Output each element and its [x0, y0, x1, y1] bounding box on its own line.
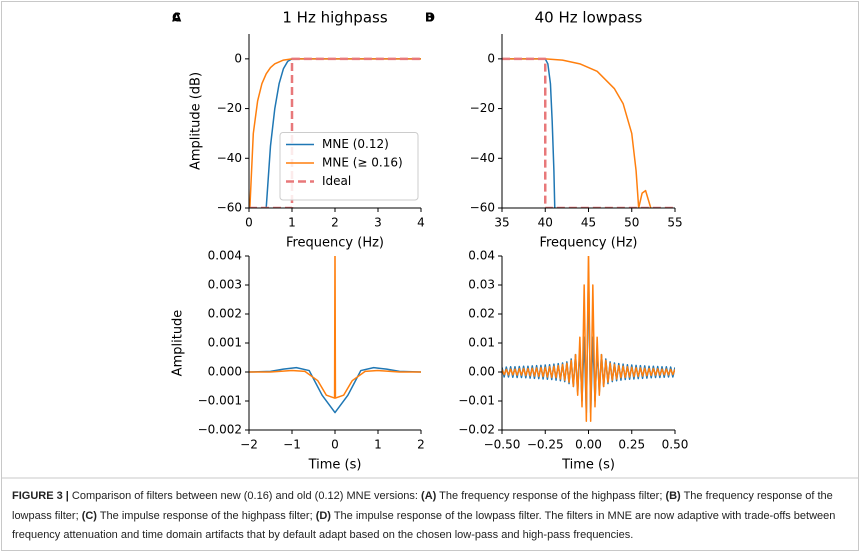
y-tick-label: −20 — [470, 101, 495, 115]
y-tick-label: 0.004 — [208, 249, 242, 263]
y-tick-label: 0.02 — [468, 307, 495, 321]
y-tick-label: 0.001 — [208, 336, 242, 350]
caption-bold: (A) — [421, 490, 437, 502]
x-tick-label: 35 — [494, 216, 509, 230]
caption-bold: FIGURE 3 | — [12, 490, 69, 502]
y-tick-label: −0.01 — [458, 394, 495, 408]
y-tick-label: −60 — [217, 201, 242, 215]
caption-bold: (D) — [315, 509, 331, 522]
x-tick-label: 1 — [374, 438, 382, 452]
y-tick-label: 0 — [487, 51, 495, 65]
x-tick-label: 40 — [538, 216, 553, 230]
x-tick-label: −2 — [240, 438, 258, 452]
x-tick-label: 0.00 — [575, 438, 602, 452]
line-series — [249, 58, 421, 208]
caption-text: The impulse response of the lowpass filt… — [12, 509, 839, 542]
y-tick-label: −0.001 — [198, 394, 242, 408]
caption-text: The impulse response of the highpass fil… — [96, 509, 316, 522]
x-tick-label: 0 — [331, 438, 339, 452]
line-series — [502, 57, 675, 208]
caption-bold: (B) — [665, 490, 681, 502]
x-tick-label: −0.25 — [527, 438, 564, 452]
caption: FIGURE 3 | Comparison of filters between… — [12, 487, 848, 546]
y-tick-label: −20 — [217, 101, 242, 115]
x-tick-label: −0.50 — [484, 438, 521, 452]
x-tick-label: −1 — [283, 438, 301, 452]
panel-title: 40 Hz lowpass — [535, 9, 643, 27]
caption-text: The frequency response of the highpass f… — [436, 490, 666, 502]
x-tick-label: 45 — [581, 216, 596, 230]
x-tick-label: 2 — [331, 216, 339, 230]
y-tick-label: 0 — [234, 51, 242, 65]
line-series — [502, 58, 556, 208]
panel-label: C — [172, 11, 181, 25]
y-tick-label: −60 — [470, 201, 495, 215]
caption-bold: (C) — [81, 509, 97, 522]
x-tick-label: 2 — [417, 438, 425, 452]
x-tick-label: 0.50 — [662, 438, 689, 452]
y-tick-label: −40 — [217, 151, 242, 165]
x-axis-label: Frequency (Hz) — [286, 236, 384, 251]
panel-label: B — [425, 11, 434, 25]
x-tick-label: 0 — [245, 216, 253, 230]
y-tick-label: −0.002 — [198, 423, 242, 437]
y-tick-label: −40 — [470, 151, 495, 165]
x-axis-label: Frequency (Hz) — [539, 236, 637, 251]
line-series — [249, 57, 421, 208]
x-tick-label: 1 — [288, 216, 296, 230]
legend-box — [279, 132, 419, 201]
line-series — [249, 256, 421, 399]
caption-text: Comparison of filters between new (0.16)… — [68, 490, 422, 502]
line-series — [502, 256, 675, 423]
y-tick-label: 0.002 — [208, 307, 242, 321]
line-series — [502, 58, 652, 208]
y-tick-label: 0.04 — [468, 249, 495, 263]
y-tick-label: −0.02 — [458, 423, 495, 437]
legend-label: MNE (≥ 0.16) — [322, 156, 403, 170]
y-axis-label: Amplitude (dB) — [189, 72, 204, 170]
panel-label: A — [172, 11, 182, 25]
legend-label: MNE (0.12) — [322, 137, 389, 151]
x-axis-label: Time (s) — [561, 458, 615, 473]
y-tick-label: 0.000 — [208, 365, 242, 379]
y-tick-label: 0.00 — [468, 365, 495, 379]
y-tick-label: 0.01 — [468, 336, 495, 350]
x-tick-label: 50 — [624, 216, 639, 230]
y-axis-label: Amplitude — [171, 310, 186, 377]
x-tick-label: 0.25 — [618, 438, 645, 452]
x-tick-label: 55 — [667, 216, 682, 230]
line-series — [249, 366, 421, 414]
x-axis-label: Time (s) — [308, 458, 362, 473]
y-tick-label: 0.003 — [208, 278, 242, 292]
caption-text: The frequency response of the lowpass fi… — [12, 490, 836, 522]
y-tick-label: 0.03 — [468, 278, 495, 292]
panel-label: D — [425, 11, 435, 25]
x-tick-label: 4 — [417, 216, 425, 230]
panel-title: 1 Hz highpass — [282, 9, 387, 27]
x-tick-label: 3 — [374, 216, 382, 230]
legend-label: Ideal — [322, 174, 351, 188]
